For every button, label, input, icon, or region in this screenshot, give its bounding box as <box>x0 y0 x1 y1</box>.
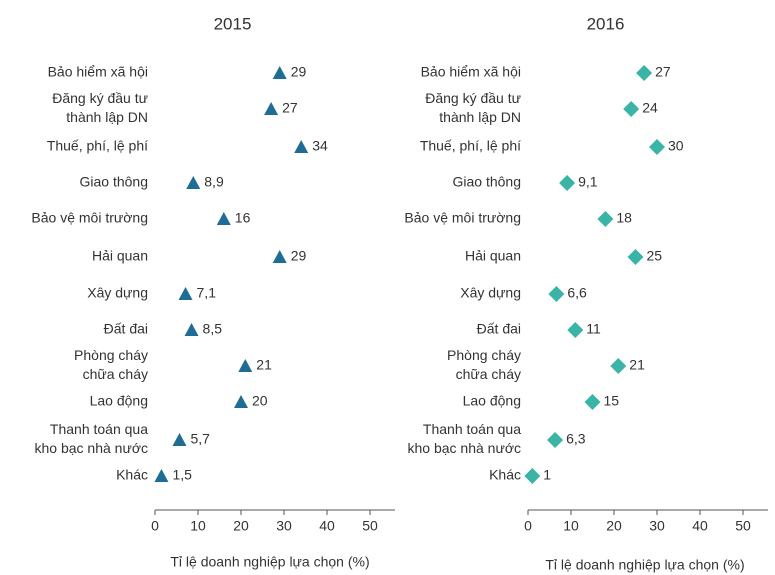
value-label: 5,7 <box>191 431 211 447</box>
value-label: 15 <box>604 393 620 409</box>
value-label: 27 <box>655 64 671 80</box>
value-label: 11 <box>586 321 601 337</box>
x-tick-label: 0 <box>151 518 159 534</box>
value-label: 1,5 <box>172 467 192 483</box>
value-label: 34 <box>312 138 328 154</box>
value-label: 7,1 <box>197 285 217 301</box>
value-label: 8,9 <box>204 174 224 190</box>
value-label: 18 <box>616 210 632 226</box>
category-label: Thuế, phí, lệ phí <box>420 138 521 154</box>
marker <box>623 101 640 117</box>
category-label: Thanh toán qua <box>50 421 148 437</box>
marker <box>216 212 231 225</box>
category-label: chữa cháy <box>456 366 521 382</box>
category-label: Bảo vệ môi trường <box>31 210 148 226</box>
category-label: chữa cháy <box>83 366 148 382</box>
x-tick-label: 50 <box>735 518 751 534</box>
value-label: 29 <box>291 64 307 80</box>
category-label: Lao động <box>90 393 148 409</box>
x-tick-label: 10 <box>190 518 206 534</box>
category-label: Bảo vệ môi trường <box>404 210 521 226</box>
value-label: 21 <box>629 357 645 373</box>
category-label: Thanh toán qua <box>423 421 521 437</box>
marker <box>627 249 644 265</box>
category-label: Xây dựng <box>87 285 148 301</box>
category-label: Đăng ký đầu tư <box>425 90 521 106</box>
chart-title: 2015 <box>214 14 252 33</box>
x-axis-label: Tỉ lệ doanh nghiệp lựa chọn (%) <box>545 557 744 573</box>
marker <box>597 211 614 227</box>
category-label: Hải quan <box>92 248 148 264</box>
marker <box>178 287 193 300</box>
value-label: 24 <box>642 100 658 116</box>
category-label: thành lập DN <box>439 109 521 125</box>
marker <box>636 65 653 81</box>
x-tick-label: 40 <box>319 518 335 534</box>
value-label: 20 <box>252 393 268 409</box>
category-label: Xây dựng <box>460 285 521 301</box>
value-label: 30 <box>668 138 684 154</box>
value-label: 21 <box>256 357 272 373</box>
marker <box>547 432 564 448</box>
category-label: kho bạc nhà nước <box>407 440 521 456</box>
category-label: Đất đai <box>477 321 521 337</box>
marker <box>264 102 279 115</box>
category-label: Đăng ký đầu tư <box>52 90 148 106</box>
category-label: Bảo hiểm xã hội <box>48 64 148 80</box>
category-label: Lao động <box>463 393 521 409</box>
category-label: Phòng cháy <box>447 347 521 363</box>
x-tick-label: 20 <box>233 518 249 534</box>
category-label: Thuế, phí, lệ phí <box>47 138 148 154</box>
marker <box>186 176 201 189</box>
marker <box>184 323 199 336</box>
marker <box>649 139 665 155</box>
marker <box>294 140 309 153</box>
x-tick-label: 0 <box>524 518 532 534</box>
chart-title: 2016 <box>587 14 625 33</box>
value-label: 6,6 <box>567 285 587 301</box>
category-label: Phòng cháy <box>74 347 148 363</box>
marker <box>154 469 169 482</box>
value-label: 6,3 <box>566 431 586 447</box>
category-label: kho bạc nhà nước <box>34 440 148 456</box>
x-tick-label: 30 <box>276 518 292 534</box>
marker <box>238 359 253 372</box>
value-label: 16 <box>235 210 251 226</box>
category-label: Hải quan <box>465 248 521 264</box>
value-label: 27 <box>282 100 298 116</box>
marker <box>567 322 584 338</box>
marker <box>548 286 565 302</box>
category-label: Bảo hiểm xã hội <box>421 64 521 80</box>
category-label: Đất đai <box>104 321 148 337</box>
marker <box>272 250 287 263</box>
marker <box>272 66 287 79</box>
x-tick-label: 50 <box>362 518 378 534</box>
marker <box>559 175 576 191</box>
x-tick-label: 30 <box>649 518 665 534</box>
marker <box>524 468 541 484</box>
value-label: 29 <box>291 248 307 264</box>
x-axis-label: Tỉ lệ doanh nghiệp lựa chọn (%) <box>170 554 369 570</box>
category-label: thành lập DN <box>66 109 148 125</box>
value-label: 8,5 <box>203 321 223 337</box>
category-label: Khác <box>116 467 148 483</box>
x-tick-label: 20 <box>606 518 622 534</box>
marker <box>172 433 187 446</box>
marker <box>610 358 627 374</box>
x-tick-label: 10 <box>563 518 579 534</box>
marker <box>584 394 601 410</box>
marker <box>234 395 248 408</box>
category-label: Khác <box>489 467 521 483</box>
category-label: Giao thông <box>453 174 522 190</box>
value-label: 25 <box>647 248 663 264</box>
category-label: Giao thông <box>80 174 149 190</box>
value-label: 1 <box>543 467 551 483</box>
x-tick-label: 40 <box>692 518 708 534</box>
value-label: 9,1 <box>578 174 598 190</box>
